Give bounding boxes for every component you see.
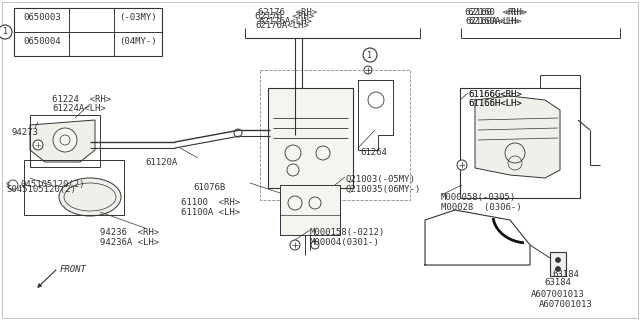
Text: (04MY-): (04MY-) [119, 37, 157, 46]
Text: 61224A<LH>: 61224A<LH> [52, 104, 106, 113]
Text: 61264: 61264 [360, 148, 387, 157]
Circle shape [363, 48, 377, 62]
Polygon shape [30, 120, 95, 162]
Text: S045105120(2): S045105120(2) [6, 185, 76, 194]
Bar [24, 160, 124, 215]
Text: M00004(0301-): M00004(0301-) [310, 238, 380, 247]
Circle shape [457, 160, 467, 170]
Circle shape [8, 180, 18, 190]
Text: 62160  <RH>: 62160 <RH> [468, 8, 527, 17]
Text: 62176  <RH>: 62176 <RH> [258, 8, 317, 17]
Text: 62176A<LH>: 62176A<LH> [255, 21, 308, 30]
Text: M000058(-0305): M000058(-0305) [441, 193, 516, 202]
Text: 61100A <LH>: 61100A <LH> [181, 208, 240, 217]
Circle shape [311, 241, 319, 249]
Text: 62160A<LH>: 62160A<LH> [465, 17, 519, 26]
Bar [268, 88, 353, 188]
Text: (-03MY): (-03MY) [119, 13, 157, 22]
Circle shape [290, 240, 300, 250]
Text: A607001013: A607001013 [539, 300, 593, 309]
Circle shape [0, 25, 12, 39]
Text: M00028  (0306-): M00028 (0306-) [441, 203, 522, 212]
Text: 94236A <LH>: 94236A <LH> [100, 238, 159, 247]
Text: 61166G<RH>: 61166G<RH> [468, 90, 522, 99]
Text: 63184: 63184 [552, 270, 579, 279]
Text: M000158(-0212): M000158(-0212) [310, 228, 385, 237]
Text: 94273: 94273 [12, 128, 39, 137]
Circle shape [364, 66, 372, 74]
Text: 61166H<LH>: 61166H<LH> [468, 99, 522, 108]
Polygon shape [475, 96, 560, 178]
Text: Q210035(06MY-): Q210035(06MY-) [345, 185, 420, 194]
Text: 61224  <RH>: 61224 <RH> [52, 95, 111, 104]
Text: A607001013: A607001013 [531, 290, 585, 299]
Text: 61076B: 61076B [193, 183, 225, 192]
Circle shape [556, 267, 561, 271]
Text: 61100  <RH>: 61100 <RH> [181, 198, 240, 207]
Text: Q21003(-05MY): Q21003(-05MY) [345, 175, 415, 184]
Circle shape [53, 128, 77, 152]
Circle shape [234, 129, 242, 137]
Circle shape [33, 140, 43, 150]
Bar [550, 252, 566, 276]
Text: 0650004: 0650004 [23, 37, 61, 46]
Bar [460, 88, 580, 198]
Text: 62160  <RH>: 62160 <RH> [465, 8, 524, 17]
Text: 1: 1 [3, 28, 8, 36]
Text: 94236  <RH>: 94236 <RH> [100, 228, 159, 237]
Bar [30, 115, 100, 167]
Text: FRONT: FRONT [60, 265, 87, 274]
Text: 63184: 63184 [545, 278, 572, 287]
Circle shape [556, 258, 561, 262]
Text: 62176A<LH>: 62176A<LH> [258, 17, 312, 26]
Ellipse shape [59, 178, 121, 216]
Bar [260, 70, 410, 200]
Text: 045105120(2): 045105120(2) [20, 180, 84, 189]
Text: S: S [5, 182, 9, 188]
Text: 1: 1 [367, 51, 372, 60]
Bar [14, 8, 162, 56]
Text: 62160A<LH>: 62160A<LH> [468, 17, 522, 26]
Bar [280, 185, 340, 235]
Text: 61120A: 61120A [145, 158, 177, 167]
Text: 0650003: 0650003 [23, 13, 61, 22]
Text: 62176  <RH>: 62176 <RH> [255, 12, 314, 21]
Text: 61166G<RH>: 61166G<RH> [468, 90, 522, 99]
Text: 61166H<LH>: 61166H<LH> [468, 99, 522, 108]
